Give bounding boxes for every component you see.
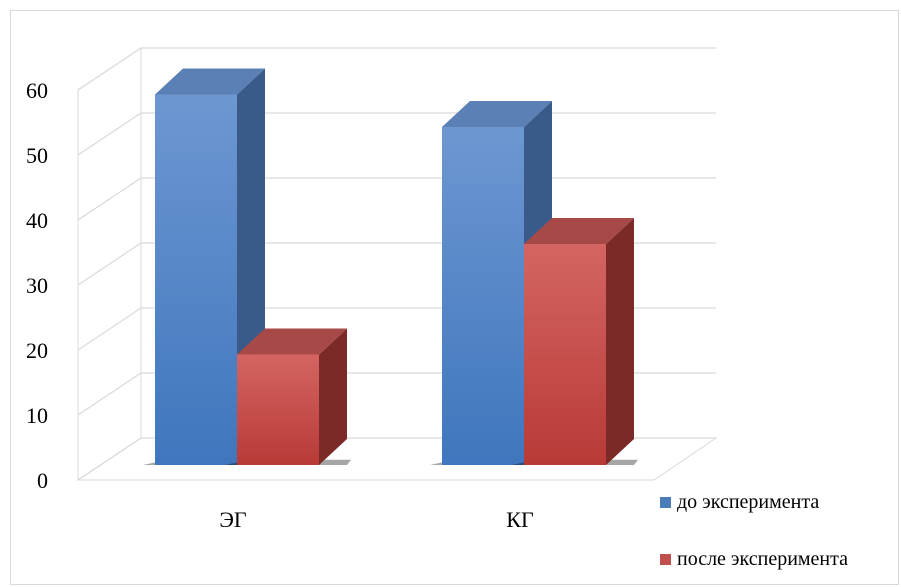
- bar-front: [237, 354, 319, 465]
- bar-front: [524, 244, 606, 465]
- bar-front: [442, 127, 524, 465]
- legend-item: после эксперимента: [660, 548, 848, 570]
- bars: [143, 68, 638, 465]
- legend-swatch: [660, 554, 671, 565]
- bar-top: [155, 68, 265, 95]
- y-tick-label: 0: [37, 468, 48, 493]
- legend: до эксперимента после эксперимента: [660, 491, 848, 570]
- legend-label: после эксперимента: [677, 548, 848, 570]
- legend-item: до эксперимента: [660, 491, 819, 513]
- bar-side: [606, 218, 634, 465]
- y-tick-label: 50: [26, 143, 48, 168]
- bar-top: [524, 218, 634, 244]
- bar-2-2: [512, 218, 638, 465]
- y-tick-label: 30: [26, 273, 48, 298]
- legend-label: до эксперимента: [677, 491, 819, 513]
- bar-front: [155, 94, 237, 465]
- bar-top: [237, 328, 347, 355]
- bar-2-1: [225, 328, 351, 465]
- y-tick-label: 10: [26, 403, 48, 428]
- y-tick-label: 60: [26, 78, 48, 103]
- legend-swatch: [660, 497, 671, 508]
- x-category-label: ЭГ: [219, 507, 247, 532]
- bar-top: [442, 101, 552, 127]
- x-category-label: КГ: [506, 507, 534, 532]
- gridline: [77, 47, 716, 91]
- y-tick-label: 40: [26, 208, 48, 233]
- x-axis-categories: ЭГ КГ: [219, 507, 534, 532]
- bar-side: [319, 328, 347, 465]
- y-axis-ticks: 0 10 20 30 40 50 60: [26, 78, 48, 493]
- y-tick-label: 20: [26, 338, 48, 363]
